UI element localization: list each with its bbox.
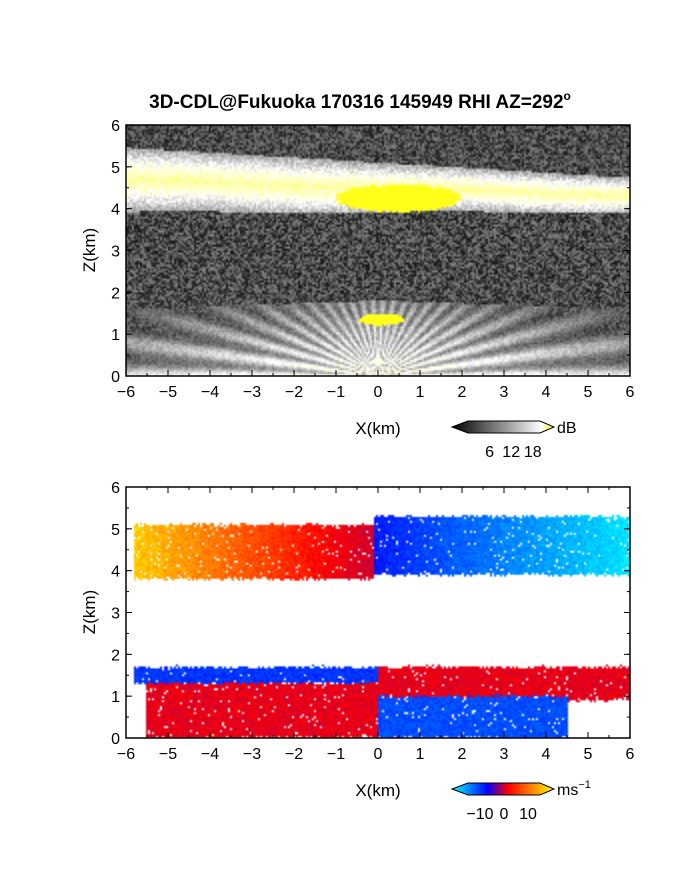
y-tick-label: 0	[111, 369, 120, 386]
x-tick-label: 1	[416, 384, 425, 401]
y-tick-label: 2	[111, 285, 120, 302]
x-tick-label: 3	[500, 746, 509, 763]
colorbar-tick-label: 12	[502, 444, 520, 461]
y-tick-label: 6	[111, 480, 120, 497]
x-tick-label: 6	[626, 746, 635, 763]
x-tick-label: 2	[458, 384, 467, 401]
x-tick-label: 4	[542, 746, 551, 763]
intensity-x-axis-label: X(km)	[355, 419, 400, 438]
x-tick-label: −4	[201, 746, 219, 763]
x-tick-label: 5	[584, 746, 593, 763]
colorbar-tick-label: 0	[500, 806, 509, 823]
x-tick-label: −4	[201, 384, 219, 401]
colorbar-tick-label: 10	[519, 806, 537, 823]
velocity-axis-ticks: −6 −5 −4 −3 −2 −1 0 1 2 3 4 5 6 0 1 2 3 4 5 6	[111, 480, 634, 763]
y-tick-label: 3	[111, 244, 120, 261]
x-tick-label: −1	[327, 384, 345, 401]
velocity-colorbar-unit: ms−1	[557, 779, 591, 799]
y-tick-label: 5	[111, 160, 120, 177]
figure-title-text: 3D-CDL@Fukuoka 170316 145949 RHI AZ=292	[149, 92, 563, 113]
x-tick-label: −2	[285, 384, 303, 401]
x-tick-label: −5	[159, 384, 177, 401]
x-tick-label: 2	[458, 746, 467, 763]
x-tick-label: 0	[374, 746, 383, 763]
x-tick-label: −6	[117, 746, 135, 763]
y-tick-label: 4	[111, 564, 120, 581]
colorbar-tick-label: −10	[466, 806, 493, 823]
velocity-colorbar-unit-base: ms	[557, 782, 578, 799]
x-tick-label: −5	[159, 746, 177, 763]
x-tick-label: 3	[500, 384, 509, 401]
velocity-y-axis-label: Z(km)	[80, 590, 99, 634]
y-tick-label: 1	[111, 689, 120, 706]
x-tick-label: 0	[374, 384, 383, 401]
intensity-colorbar: dB 6 12 18	[450, 420, 577, 461]
intensity-colorbar-bar	[450, 420, 556, 434]
velocity-colorbar-unit-exponent: −1	[578, 779, 591, 791]
velocity-field	[126, 487, 630, 738]
y-tick-label: 1	[111, 327, 120, 344]
intensity-colorbar-unit: dB	[557, 420, 577, 437]
y-tick-label: 3	[111, 606, 120, 623]
x-tick-label: 5	[584, 384, 593, 401]
x-tick-label: −3	[243, 384, 261, 401]
intensity-field	[126, 125, 630, 376]
x-tick-label: 4	[542, 384, 551, 401]
velocity-colorbar-bar	[450, 782, 556, 796]
y-tick-label: 6	[111, 118, 120, 135]
y-tick-label: 5	[111, 522, 120, 539]
x-tick-label: −3	[243, 746, 261, 763]
y-tick-label: 0	[111, 731, 120, 748]
colorbar-tick-label: 18	[524, 444, 542, 461]
x-tick-label: −6	[117, 384, 135, 401]
velocity-x-axis-label: X(km)	[355, 781, 400, 800]
colorbar-tick-label: 6	[485, 444, 494, 461]
x-tick-label: −1	[327, 746, 345, 763]
x-tick-label: 6	[626, 384, 635, 401]
intensity-y-axis-label: Z(km)	[80, 228, 99, 272]
x-tick-label: 1	[416, 746, 425, 763]
y-tick-label: 4	[111, 202, 120, 219]
figure-title: 3D-CDL@Fukuoka 170316 145949 RHI AZ=292o	[149, 89, 571, 113]
x-tick-label: −2	[285, 746, 303, 763]
velocity-colorbar: ms−1 −10 0 10	[450, 779, 591, 823]
figure-title-degree: o	[564, 89, 571, 103]
y-tick-label: 2	[111, 647, 120, 664]
intensity-axis-ticks: −6 −5 −4 −3 −2 −1 0 1 2 3 4 5 6 0 1 2 3 4 5 6	[111, 118, 634, 401]
